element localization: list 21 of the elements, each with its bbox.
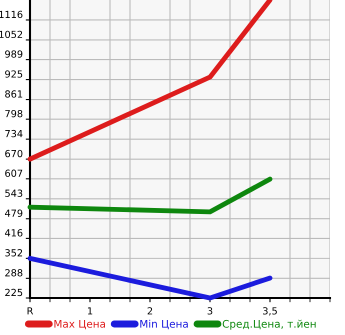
y-tick-label: 607 xyxy=(5,170,22,177)
y-tick-label: 543 xyxy=(5,190,22,197)
y-tick-label: 288 xyxy=(5,269,22,276)
x-tick-label: 3 xyxy=(208,307,212,315)
y-tick-label: 798 xyxy=(5,110,22,118)
x-tick-label: 2 xyxy=(148,307,152,314)
x-tick-label: R xyxy=(28,307,34,314)
x-tick-label: 3,5 xyxy=(263,307,277,316)
y-tick-label: 225 xyxy=(5,288,22,296)
y-tick-label: 989 xyxy=(5,50,22,58)
legend-label: Min Цена xyxy=(140,320,188,330)
y-tick-label: 925 xyxy=(5,70,22,78)
legend-label: Max Цена xyxy=(54,320,106,330)
y-tick-label: 416 xyxy=(4,229,22,237)
legend-label: Сред.Цена, т.йен xyxy=(222,320,316,330)
y-tick-label: 479 xyxy=(4,210,22,217)
y-tick-label: 670 xyxy=(5,150,22,158)
y-tick-label: 861 xyxy=(5,90,22,98)
y-tick-label: 734 xyxy=(5,130,23,138)
y-tick-label: 352 xyxy=(5,249,22,256)
x-tick-label: 1 xyxy=(88,307,92,314)
